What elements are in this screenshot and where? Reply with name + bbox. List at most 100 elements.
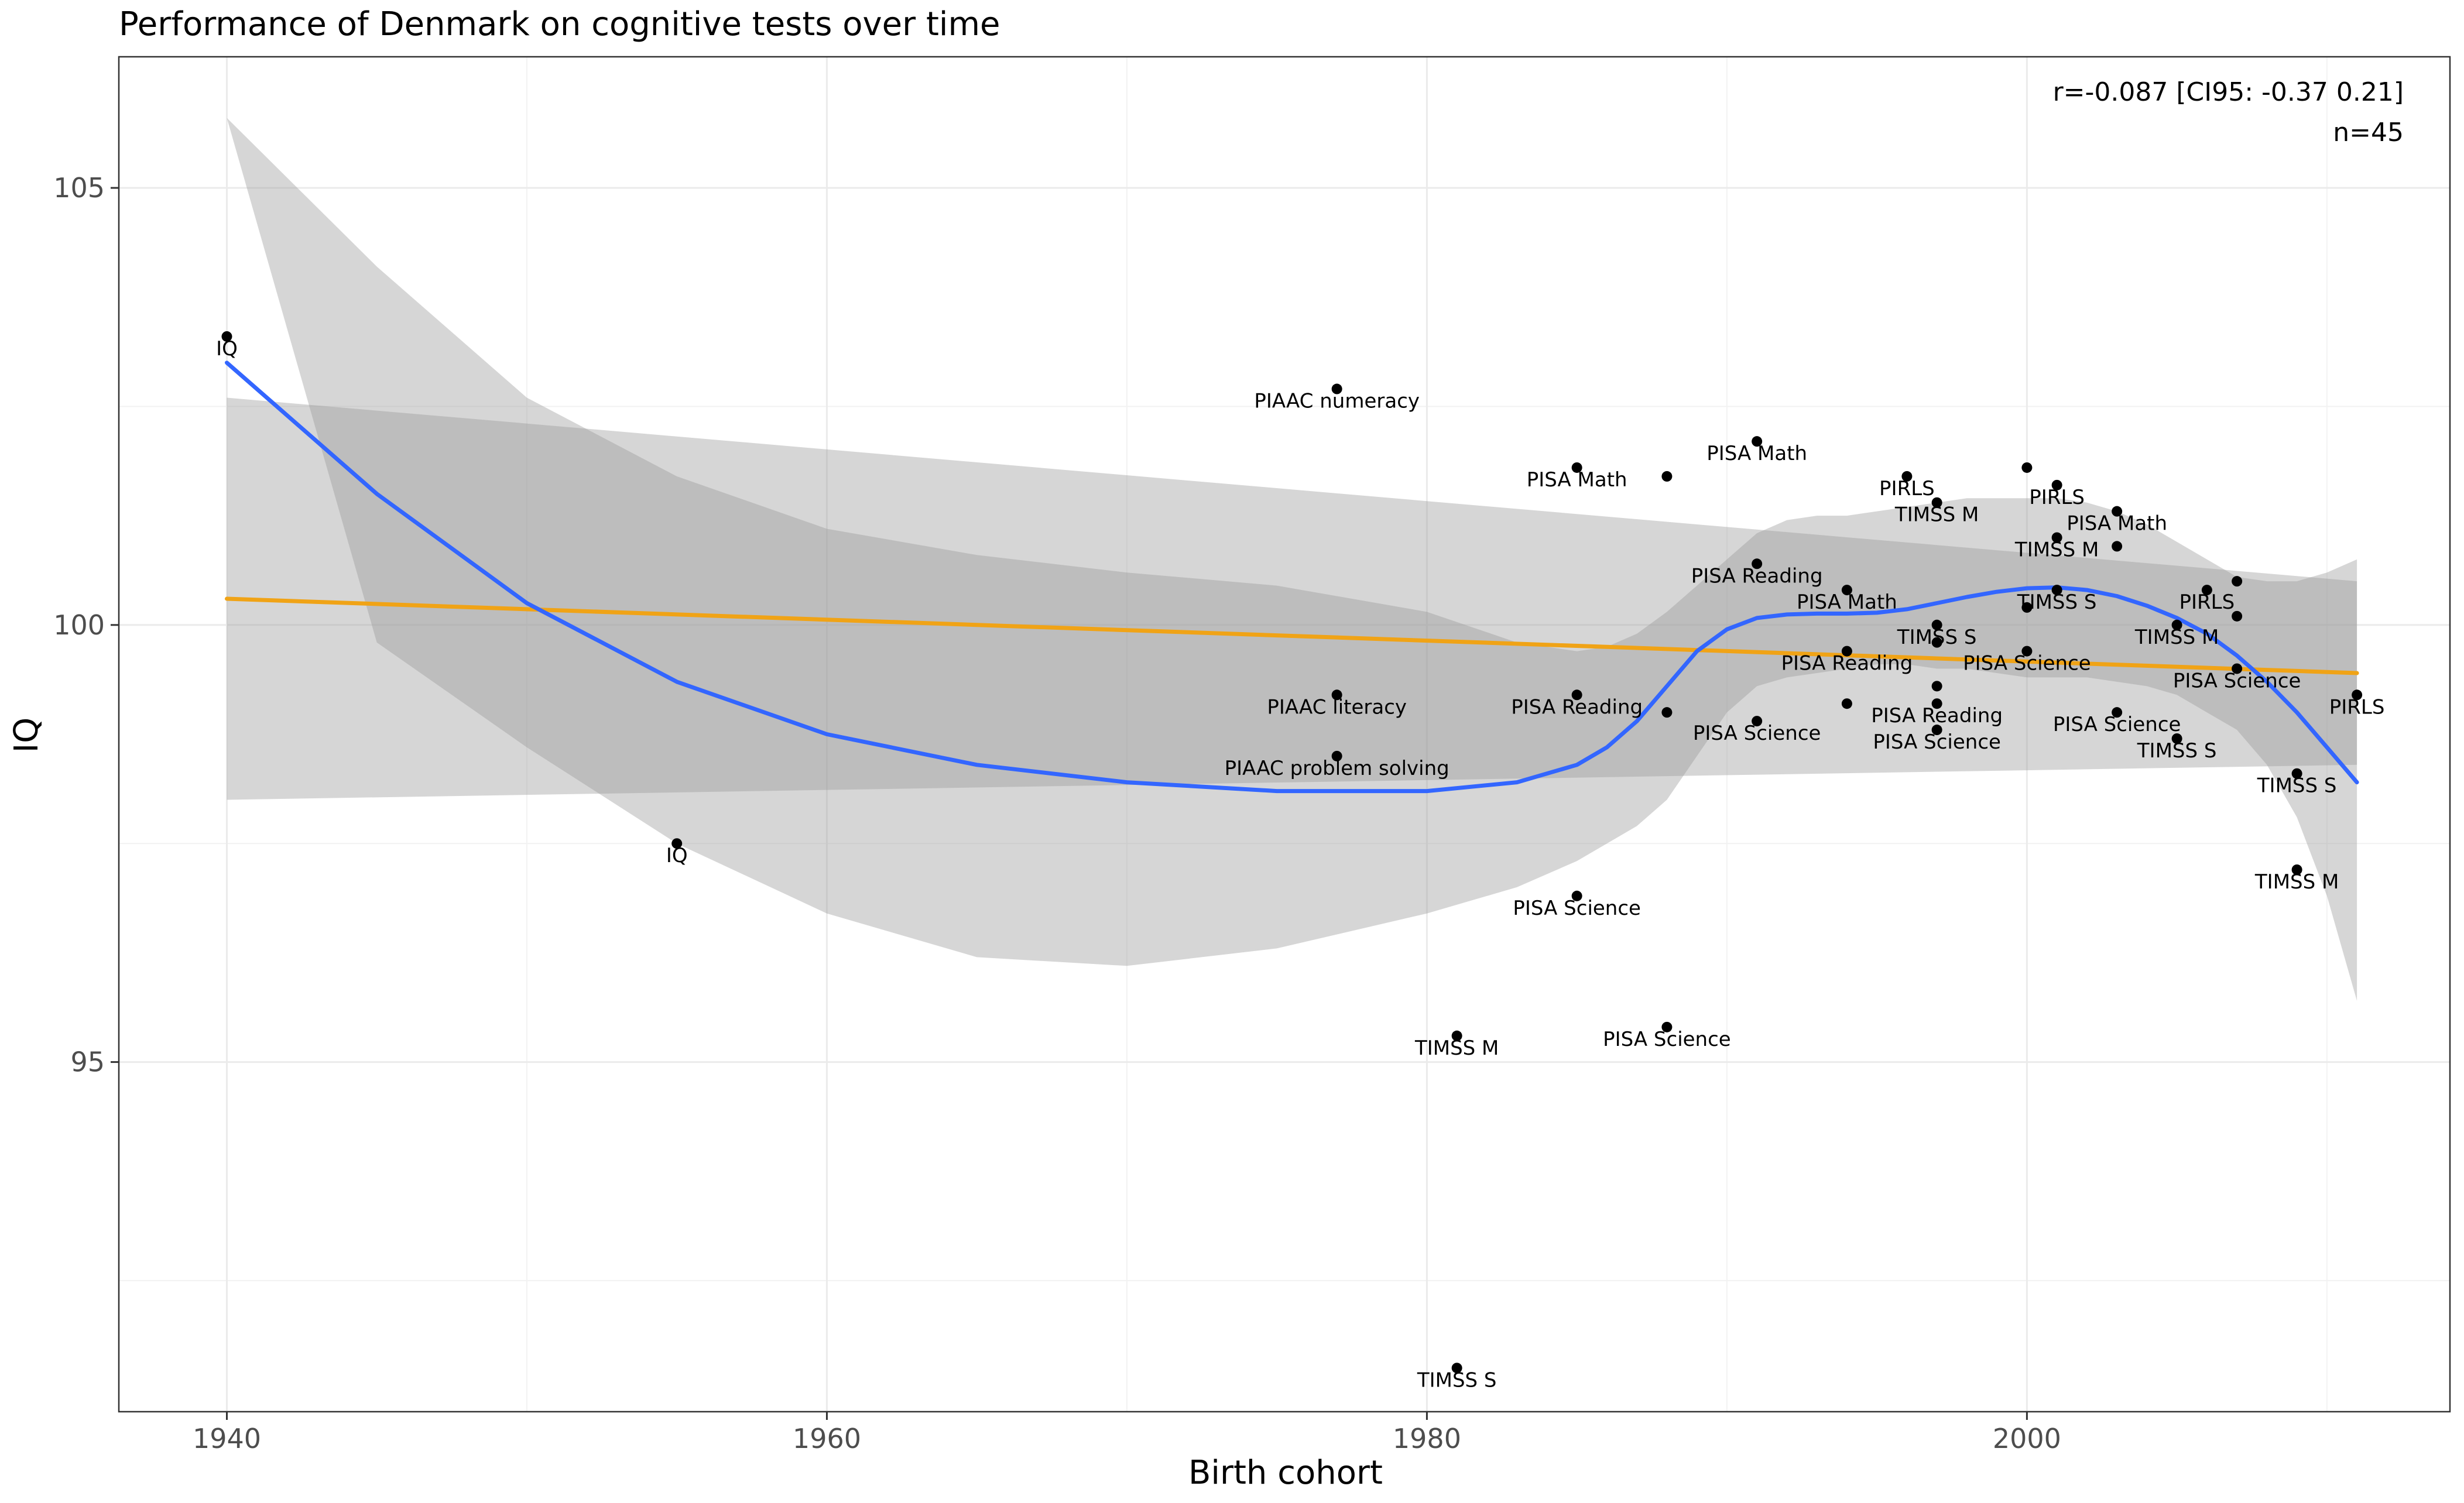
data-point xyxy=(2171,619,2182,630)
chart-title: Performance of Denmark on cognitive test… xyxy=(119,5,1000,43)
data-point xyxy=(2232,576,2243,587)
loess-fit-line xyxy=(225,361,2359,794)
point-label: PISA Science xyxy=(2173,669,2301,692)
point-label: PISA Math xyxy=(1797,591,1897,614)
data-point xyxy=(2232,663,2243,674)
linear-fit-ci-band xyxy=(227,397,2357,800)
data-point xyxy=(1571,689,1582,701)
x-tick-label: 1980 xyxy=(1393,1423,1461,1454)
point-label: PISA Reading xyxy=(1511,695,1643,719)
x-tick-label: 1960 xyxy=(793,1423,861,1454)
fit-lines xyxy=(225,361,2359,794)
data-point xyxy=(2051,479,2062,490)
point-label: PISA Science xyxy=(2053,713,2181,736)
data-point xyxy=(2051,532,2062,543)
x-tick-label: 1940 xyxy=(193,1423,261,1454)
point-label: TIMSS S xyxy=(1897,626,1977,649)
data-point xyxy=(2232,610,2243,622)
point-label: PIAAC literacy xyxy=(1267,695,1407,719)
data-point xyxy=(2291,864,2302,875)
point-label: PISA Math xyxy=(1527,468,1627,492)
point-label: TIMSS S xyxy=(2137,739,2217,763)
data-point xyxy=(1752,558,1763,569)
correlation-annotation: r=-0.087 [CI95: -0.37 0.21] xyxy=(2053,77,2404,107)
data-point xyxy=(2021,602,2033,613)
data-point xyxy=(1931,725,1942,736)
point-label: TIMSS M xyxy=(1414,1037,1499,1060)
y-axis-title: IQ xyxy=(8,718,46,753)
plot-panel: IQ IQ PIAAC numeracy PIAAC literacy PIAAC pr… xyxy=(118,56,2451,1413)
data-point xyxy=(1752,716,1763,727)
data-point xyxy=(1841,585,1852,596)
point-label: PISA Reading xyxy=(1691,564,1823,588)
data-point xyxy=(2112,707,2123,718)
point-label: PISA Science xyxy=(1603,1028,1731,1051)
point-label: PIAAC problem solving xyxy=(1225,757,1449,780)
data-point xyxy=(221,331,232,342)
point-label: TIMSS M xyxy=(2134,626,2219,649)
point-label: PISA Math xyxy=(2067,512,2167,536)
data-point xyxy=(1331,383,1342,394)
data-point xyxy=(1451,1030,1462,1041)
data-point xyxy=(2112,541,2123,552)
data-point xyxy=(2051,585,2062,596)
data-point xyxy=(1661,707,1673,718)
data-point xyxy=(1752,436,1763,447)
minor-gridlines xyxy=(119,57,2450,1412)
data-point xyxy=(1901,471,1913,482)
y-tick-label: 105 xyxy=(53,172,105,204)
point-labels: IQ IQ PIAAC numeracy PIAAC literacy PIAAC pr… xyxy=(216,337,2384,1392)
data-point xyxy=(1931,681,1942,692)
point-label: TIMSS S xyxy=(2017,591,2097,614)
data-point xyxy=(1331,750,1342,761)
data-point xyxy=(1841,646,1852,657)
data-point xyxy=(1451,1363,1462,1374)
data-point xyxy=(2171,733,2182,744)
data-point xyxy=(1931,637,1942,648)
data-point xyxy=(2112,506,2123,517)
point-label: PISA Reading xyxy=(1781,652,1913,675)
data-point xyxy=(1661,471,1673,482)
x-tick-label: 2000 xyxy=(1993,1423,2061,1454)
point-label: PISA Science xyxy=(1963,652,2091,675)
point-label: PIAAC numeracy xyxy=(1254,390,1420,413)
point-label: TIMSS M xyxy=(2254,870,2339,894)
x-axis-ticks: 1940 1960 1980 2000 xyxy=(193,1412,2061,1454)
data-point xyxy=(2352,689,2363,701)
point-label: PISA Math xyxy=(1706,442,1807,465)
point-label: IQ xyxy=(216,337,238,361)
point-label: TIMSS S xyxy=(2257,774,2337,798)
point-label: PISA Science xyxy=(1873,730,2001,754)
point-label: TIMSS S xyxy=(1417,1368,1497,1392)
data-point xyxy=(1931,698,1942,709)
data-point xyxy=(1931,497,1942,508)
data-point xyxy=(1331,689,1342,701)
point-label: PIRLS xyxy=(1879,477,1935,500)
data-point xyxy=(1661,1021,1673,1032)
data-point xyxy=(1571,462,1582,473)
point-label: PIRLS xyxy=(2029,486,2085,509)
sample-size-annotation: n=45 xyxy=(2333,118,2404,147)
data-point xyxy=(671,838,683,849)
point-label: IQ xyxy=(666,844,688,867)
data-point xyxy=(2021,462,2033,473)
point-label: TIMSS M xyxy=(1894,503,1979,527)
panel-border xyxy=(118,56,2451,1413)
data-point xyxy=(2021,646,2033,657)
y-tick-label: 100 xyxy=(53,609,105,641)
point-label: PISA Reading xyxy=(1871,704,2003,728)
loess-fit-ci-band xyxy=(227,118,2357,1001)
x-axis-title: Birth cohort xyxy=(1188,1454,1383,1492)
data-points xyxy=(221,331,2363,1374)
y-tick-label: 95 xyxy=(70,1046,105,1078)
point-label: PISA Science xyxy=(1513,897,1641,920)
data-point xyxy=(1931,619,1942,630)
major-gridlines xyxy=(119,57,2450,1412)
data-point xyxy=(2201,585,2212,596)
data-point xyxy=(2291,768,2302,779)
data-point xyxy=(1571,890,1582,901)
y-axis-ticks: 95 100 105 xyxy=(53,172,119,1078)
point-label: PIRLS xyxy=(2329,695,2385,719)
